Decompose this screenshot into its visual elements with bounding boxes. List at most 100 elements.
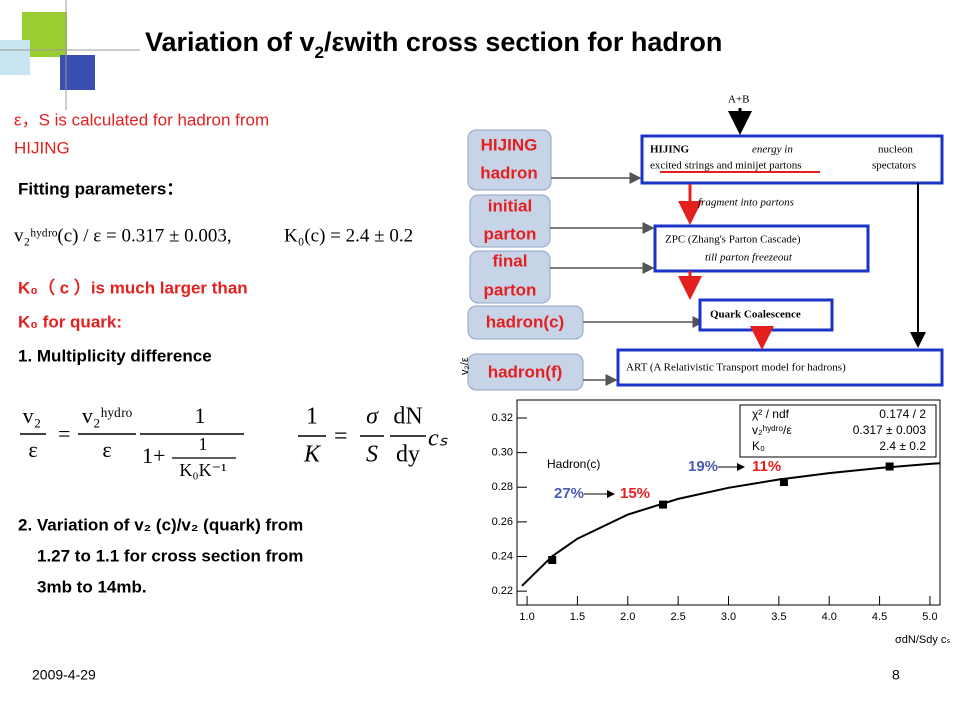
page-number: 8 [892,667,900,683]
text: 1.27 to 1.1 for cross section from [37,546,303,565]
fit-curve [521,462,941,587]
stats-name: v₂ʰʸᵈʳᵒ/ε [752,423,792,437]
stats-name: K₀ [752,439,765,453]
stats-box [739,404,937,458]
label: parton [484,280,537,299]
x-tick-label: 5.0 [922,611,937,623]
flow-box [640,134,944,185]
equation: 1 K = σ S dN dy cₛ [298,404,449,468]
eq-part: dN [393,404,422,430]
label-box [467,353,584,391]
x-tick-label: 2.0 [620,611,635,623]
text: 3mb to 14mb. [37,577,147,596]
eq-part: = [334,424,348,450]
x-tick-label: 4.0 [822,611,837,623]
fit-label: Fitting parameters： [18,179,183,198]
series-label: Hadron(c) [547,457,600,471]
eq-part: 1 [306,404,318,430]
point [659,500,668,509]
text: 2. Variation of v₂ (c)/v₂ (quark) from [18,515,303,534]
eq-part: σ [366,404,379,430]
flow-text: HIJING [650,144,690,156]
eq-part: v₂ [23,403,42,428]
x-tick-label: 4.5 [872,611,887,623]
text: K₀（ c ）is much larger than [18,277,248,297]
y-tick-label: 0.22 [492,585,513,597]
point [885,462,894,471]
flow-text: excited strings and minijet partons [650,160,802,172]
eq-part: cₛ [428,426,449,452]
diagram: HIJING hadron initial parton final parto… [467,94,944,391]
eq-part: K₀K⁻¹ [179,460,226,480]
formula: K₀(c) = 2.4 ± 0.2 [284,225,413,246]
note: HIJING [14,138,70,157]
footer-date: 2009-4-29 [32,667,96,683]
label: hadron(f) [488,362,563,381]
eq-part: 1 [195,403,206,428]
annotation: 19% [688,458,718,475]
flow-text: A+B [728,94,749,106]
label: parton [484,224,537,243]
y-tick-label: 0.30 [492,447,513,459]
flow-box [653,224,870,273]
y-tick-label: 0.28 [492,481,513,493]
title: Variation of v2/εwith cross section for … [145,27,722,62]
y-tick-label: 0.24 [492,550,513,562]
eq-part: ε [28,437,37,462]
y-tick-label: 0.32 [492,412,513,424]
x-axis-label: σdN/Sdy cₛ [895,634,951,646]
flow-text: Quark Coalescence [710,309,801,321]
label: final [493,251,528,270]
eq-part: ε [102,437,111,462]
title-sub: 2 [315,43,324,62]
annotation: 11% [752,458,781,475]
label: HIJING [481,135,538,154]
annotation: 15% [620,485,650,502]
eq-part: S [366,442,378,468]
note: ε，S is calculated for hadron from [14,110,269,129]
label: hadron(c) [486,312,564,331]
label-box [469,194,551,248]
text: 1. Multiplicity difference [18,346,212,365]
eq-part: 1+ [142,443,165,468]
flow-text: energy in [752,144,793,156]
x-tick-label: 1.0 [519,611,534,623]
x-tick-label: 3.5 [771,611,786,623]
eq-part: dy [396,442,420,468]
flow-box [698,298,834,332]
flow-text: fragment into partons [698,197,794,209]
title-text: Variation of v [145,27,315,57]
point [779,478,788,487]
stats-name: χ² / ndf [752,407,790,421]
flow-text: nucleon [878,144,913,156]
annotation: 27% [554,485,584,502]
formula: v₂ʰʸᵈʳᵒ(c) / ε = 0.317 ± 0.003, [14,225,232,246]
flow-text: ART (A Relativistic Transport model for … [626,362,846,374]
x-tick-label: 3.0 [721,611,736,623]
flow-text: spectators [872,160,916,172]
text: K₀ for quark: [18,312,122,331]
label-box [469,250,551,304]
eq-part: = [58,421,70,446]
equation: v₂ ε = v₂ʰʸᵈʳᵒ ε 1 1+ 1 K₀K⁻¹ [20,403,244,480]
flow-box [616,348,944,387]
y-axis-label: v₂/ε [459,357,471,375]
x-tick-label: 1.5 [570,611,585,623]
stats-value: 2.4 ± 0.2 [879,439,926,453]
stats-value: 0.317 ± 0.003 [853,423,927,437]
stats-value: 0.174 / 2 [879,407,926,421]
flow-text: ZPC (Zhang's Parton Cascade) [665,234,801,246]
flow-text: till parton freezeout [705,252,793,264]
y-tick-label: 0.26 [492,516,513,528]
x-tick-label: 2.5 [670,611,685,623]
chart: v₂/ε σdN/Sdy cₛ Hadron(c) 27% 15% 19% 11… [459,357,951,646]
label: hadron [480,163,538,182]
label-box [467,129,552,191]
eq-part: v₂ʰʸᵈʳᵒ [82,403,132,428]
eq-part: 1 [199,434,208,454]
title-text: /εwith cross section for hadron [324,27,722,57]
eq-part: K [303,442,322,468]
label: initial [488,196,532,215]
point [548,555,557,564]
